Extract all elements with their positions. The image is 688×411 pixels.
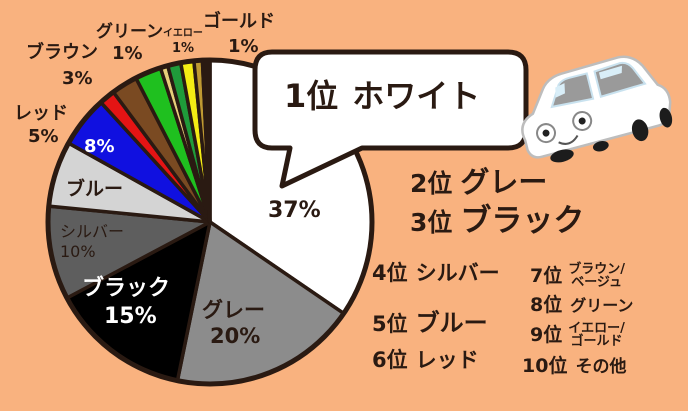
speech-bubble [252,49,529,189]
silver-pct-label: 10% [60,242,96,261]
blue-name-label: ブルー [66,178,124,200]
rank-10: 10位 その他 [522,357,626,376]
brown-name-label: ブラウン [26,42,98,63]
yellow-name-label: イエロー [163,28,203,39]
bubble-rank-1: 1位 ホワイト [284,80,480,112]
blue-pct-label: 8% [84,136,115,157]
rank-number: 5位 [372,312,408,336]
rank-name: グリーン [570,296,634,315]
rank-number: 4位 [372,261,408,285]
rank-name: レッド [415,348,479,372]
rank-name: ブラック [460,203,585,239]
rank-number: 6位 [372,348,408,372]
rank-3: 3位 ブラック [410,206,584,237]
rank-4: 4位 シルバー [372,263,500,284]
red-name-label: レッド [14,103,68,124]
gold-name-label: ゴールド [203,11,275,32]
grey-pct-label: 20% [210,324,261,348]
car-illustration [521,55,673,163]
rank-8: 8位 グリーン [530,296,633,315]
rank-number: 2位 [410,169,453,198]
rank-5: 5位 ブルー [372,311,488,335]
rank-number: 8位 [530,294,563,316]
rank-number: 1位 [284,77,339,115]
rank-number: 9位 [530,323,563,346]
pie-outline [45,57,375,387]
rank-name: ブルー [415,309,488,337]
silver-name-label: シルバー [60,222,125,241]
red-pct-label: 5% [28,126,59,147]
gold-pct-label: 1% [228,36,259,57]
rank-number: 3位 [410,208,453,237]
rank-name: ブラウン/ベージュ [568,262,625,290]
white-pct-label: 37% [268,198,321,223]
green-pct-label: 1% [112,43,143,64]
rank-2: 2位 グレー [410,168,547,197]
black-name-label: ブラック [82,276,171,301]
black-pct-label: 15% [104,304,157,329]
rank-name: グレー [460,165,548,199]
brown-pct-label: 3% [62,68,93,89]
green-name-label: グリーン [96,22,164,42]
rank-7: 7位 ブラウン/ベージュ [530,263,625,289]
rank-9: 9位 イエロー/ゴールド [530,322,625,348]
yellow-pct-label: 1% [172,41,195,56]
rank-name: ホワイト [352,77,481,115]
rank-6: 6位 レッド [372,350,479,371]
grey-name-label: グレー [202,298,265,322]
rank-number: 10位 [522,355,568,377]
rank-number: 7位 [530,264,563,287]
rank-name: イエロー/ゴールド [568,321,625,349]
rank-name: シルバー [415,261,500,285]
rank-name: その他 [575,357,627,377]
